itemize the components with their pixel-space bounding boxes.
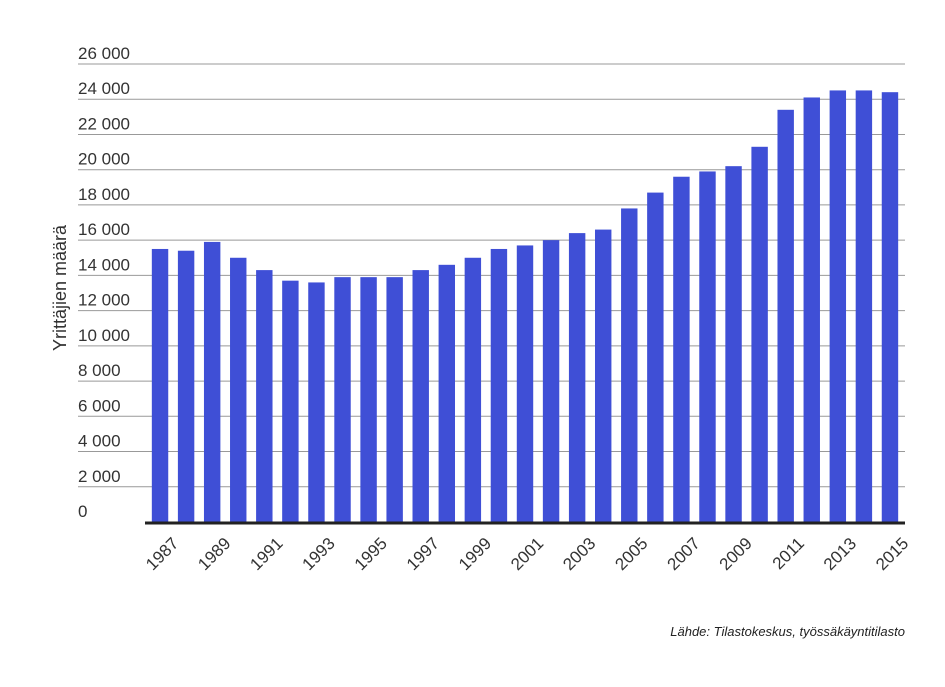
x-tick-label: 1987 (142, 534, 182, 574)
y-tick-label: 26 000 (78, 44, 130, 63)
y-tick-label: 8 000 (78, 361, 121, 380)
bar-2008 (699, 171, 716, 522)
x-tick-label: 1993 (299, 534, 339, 574)
bar-2012 (803, 97, 820, 522)
bar-2009 (725, 166, 742, 522)
bar-2011 (777, 109, 794, 523)
bar-2010 (751, 146, 768, 523)
y-tick-label: 6 000 (78, 396, 121, 415)
y-tick-label: 20 000 (78, 150, 130, 169)
bar-2004 (594, 229, 612, 523)
bar-2000 (490, 248, 508, 522)
bar-2002 (542, 240, 560, 522)
bars (151, 90, 899, 523)
x-tick-label: 1989 (194, 534, 234, 574)
bar-2003 (568, 233, 586, 522)
bar-2005 (621, 208, 638, 522)
y-tick-label: 10 000 (78, 326, 130, 345)
bar-1989 (203, 241, 221, 522)
y-tick-label: 0 (78, 502, 87, 521)
bar-1988 (177, 250, 195, 522)
x-tick-label: 2005 (611, 534, 651, 574)
y-tick-label: 24 000 (78, 79, 130, 98)
x-tick-label: 2013 (820, 534, 860, 574)
bar-1987 (151, 248, 169, 522)
y-tick-label: 2 000 (78, 467, 121, 486)
bar-1992 (282, 280, 299, 522)
x-tick-label: 1991 (246, 534, 286, 574)
x-axis-tick-labels: 1987 1989 1991 1993 1995 1997 1999 2001 2003 2005… (142, 534, 912, 574)
bar-2006 (647, 192, 664, 523)
y-tick-label: 4 000 (78, 432, 121, 451)
bar-1994 (334, 277, 351, 522)
y-axis-tick-labels: 0 2 000 4 000 6 000 8 000 10 000 12 000 14 000 1… (78, 44, 130, 521)
y-tick-label: 14 000 (78, 255, 130, 274)
bar-2001 (516, 245, 534, 522)
x-tick-label: 2001 (507, 534, 547, 574)
y-tick-label: 12 000 (78, 291, 130, 310)
bar-1997 (412, 270, 429, 522)
x-tick-label: 1999 (455, 534, 495, 574)
bar-1996 (386, 277, 403, 522)
y-tick-label: 22 000 (78, 114, 130, 133)
bar-1990 (230, 257, 247, 522)
bar-1991 (256, 270, 273, 522)
bar-1993 (308, 282, 325, 522)
x-tick-label: 2011 (769, 534, 808, 573)
bar-1999 (464, 257, 482, 522)
bar-1995 (360, 277, 377, 522)
x-tick-label: 1997 (403, 534, 443, 574)
y-axis-title: Yrittäjien määrä (50, 224, 70, 351)
bar-2014 (855, 90, 873, 522)
x-tick-label: 2009 (716, 534, 756, 574)
bar-1998 (438, 264, 456, 522)
x-tick-label: 2003 (559, 534, 599, 574)
x-tick-label: 2015 (872, 534, 912, 574)
y-tick-label: 18 000 (78, 185, 130, 204)
bar-2007 (673, 176, 690, 522)
source-note: Lähde: Tilastokeskus, työssäkäyntitilast… (670, 624, 905, 639)
x-tick-label: 2007 (664, 534, 704, 574)
y-tick-label: 16 000 (78, 220, 130, 239)
bar-2015 (881, 92, 899, 522)
bar-2013 (829, 90, 847, 522)
x-tick-label: 1995 (351, 534, 391, 574)
